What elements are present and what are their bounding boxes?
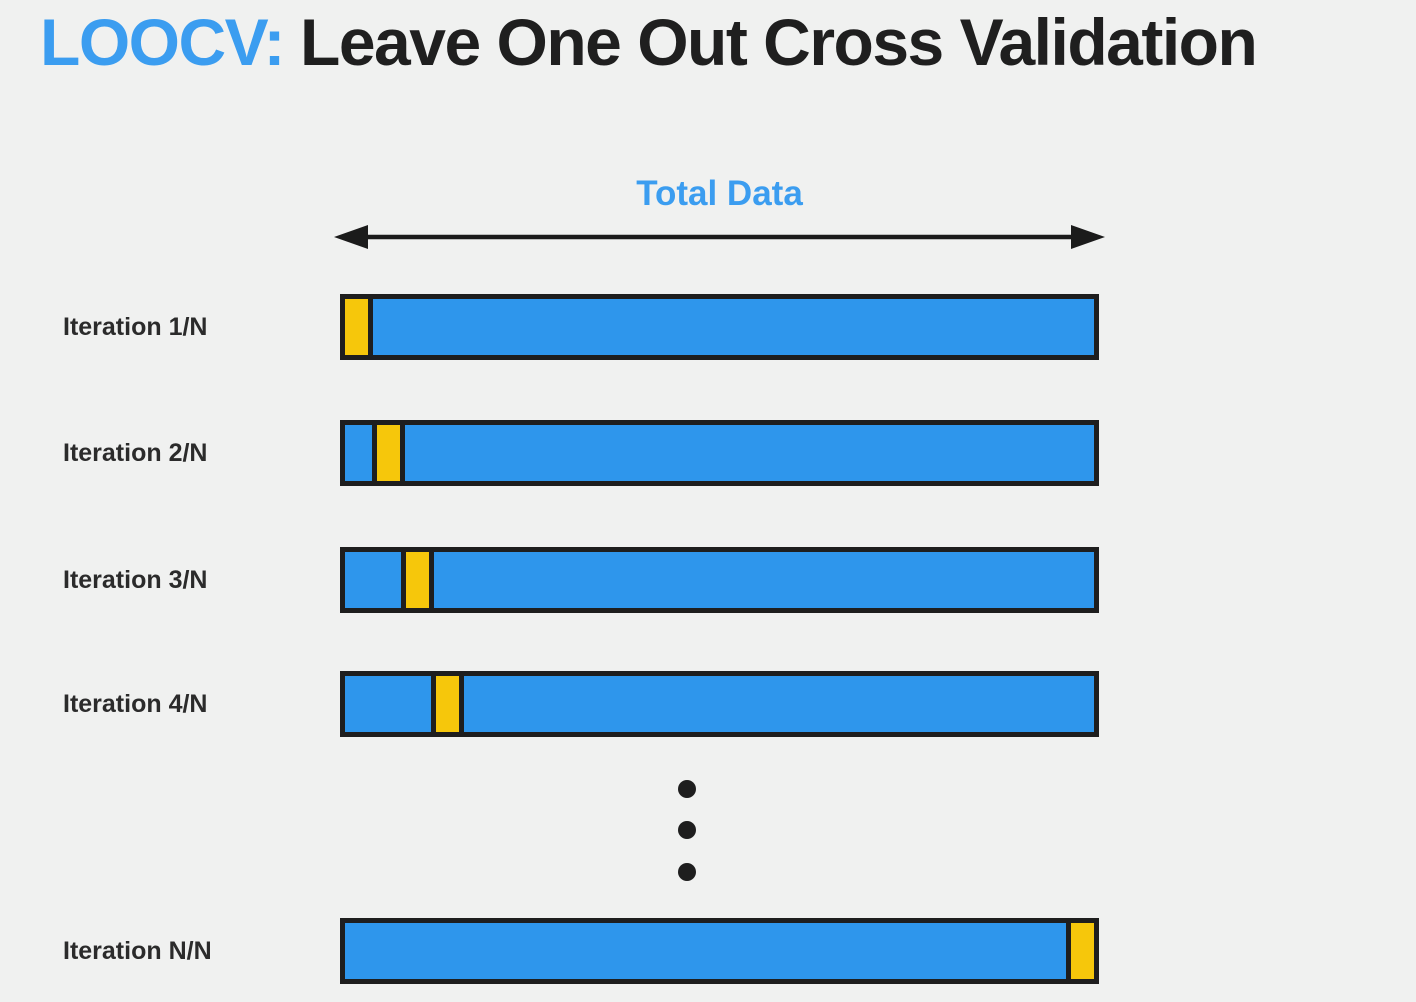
- iteration-label: Iteration 2/N: [63, 439, 208, 467]
- iteration-row: Iteration 3/N: [0, 547, 1416, 613]
- title-highlight: LOOCV:: [40, 5, 286, 79]
- iteration-label: Iteration 4/N: [63, 690, 208, 718]
- iteration-row: Iteration 4/N: [0, 671, 1416, 737]
- iteration-row: Iteration N/N: [0, 918, 1416, 984]
- holdout-cell: [431, 671, 464, 737]
- iteration-label: Iteration 1/N: [63, 313, 208, 341]
- total-data-arrow-icon: [334, 225, 1105, 249]
- data-bar: [340, 420, 1099, 486]
- ellipsis-dot-icon: [678, 863, 696, 881]
- iteration-row: Iteration 2/N: [0, 420, 1416, 486]
- holdout-cell: [401, 547, 434, 613]
- data-bar: [340, 547, 1099, 613]
- ellipsis-dot-icon: [678, 780, 696, 798]
- data-bar: [340, 671, 1099, 737]
- data-bar: [340, 918, 1099, 984]
- holdout-cell: [372, 420, 405, 486]
- iteration-row: Iteration 1/N: [0, 294, 1416, 360]
- total-data-label: Total Data: [636, 174, 803, 213]
- ellipsis-dot-icon: [678, 821, 696, 839]
- holdout-cell: [1066, 918, 1099, 984]
- iteration-label: Iteration N/N: [63, 937, 212, 965]
- data-bar: [340, 294, 1099, 360]
- page-title: LOOCV: Leave One Out Cross Validation: [40, 4, 1258, 80]
- holdout-cell: [340, 294, 373, 360]
- title-rest: Leave One Out Cross Validation: [300, 5, 1258, 79]
- iteration-label: Iteration 3/N: [63, 566, 208, 594]
